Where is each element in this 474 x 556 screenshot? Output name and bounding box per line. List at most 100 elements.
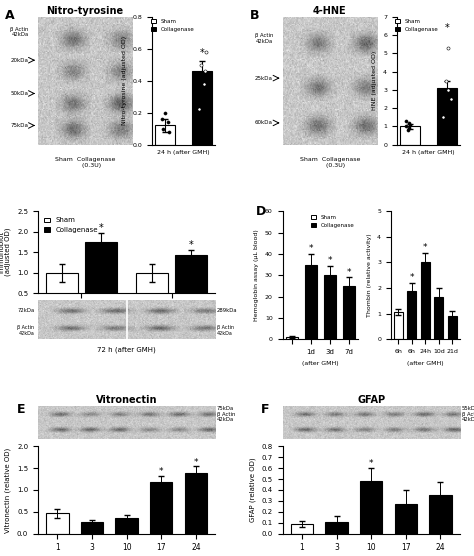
Bar <box>81 522 103 534</box>
Bar <box>115 518 138 534</box>
Text: *: * <box>200 48 204 58</box>
Point <box>444 43 452 52</box>
Bar <box>448 316 456 339</box>
Bar <box>150 482 173 534</box>
Y-axis label: Immunoblot
(adjusted OD): Immunoblot (adjusted OD) <box>0 228 11 276</box>
Text: B: B <box>249 9 259 22</box>
Bar <box>400 126 420 145</box>
Bar <box>305 265 317 339</box>
Legend: Sham, Collagenase: Sham, Collagenase <box>41 215 101 236</box>
Bar <box>136 272 168 314</box>
Bar <box>394 504 417 534</box>
Text: (after GMH): (after GMH) <box>407 361 444 366</box>
Text: (after GMH): (after GMH) <box>302 361 339 366</box>
Bar <box>435 297 443 339</box>
Legend: Sham, Collagenase: Sham, Collagenase <box>149 17 196 34</box>
Bar <box>437 88 457 145</box>
Title: Nitro-tyrosine: Nitro-tyrosine <box>46 6 124 16</box>
Text: β Actin
42kDa: β Actin 42kDa <box>255 33 273 44</box>
Text: *: * <box>159 467 164 476</box>
X-axis label: 24 h (after GMH): 24 h (after GMH) <box>157 150 210 155</box>
X-axis label: 24 h (after GMH): 24 h (after GMH) <box>402 150 455 155</box>
Text: D: D <box>256 205 266 218</box>
Title: GFAP: GFAP <box>357 395 385 405</box>
Point <box>195 105 203 114</box>
Y-axis label: HNE (adjusted OD): HNE (adjusted OD) <box>373 51 377 110</box>
Point <box>445 86 452 95</box>
Bar <box>46 513 69 534</box>
Point <box>439 113 447 122</box>
Bar <box>324 275 336 339</box>
Text: 60kDa: 60kDa <box>255 121 273 126</box>
Bar <box>155 126 175 145</box>
Bar <box>343 286 355 339</box>
Text: 25kDa: 25kDa <box>255 76 273 81</box>
Bar <box>291 524 313 534</box>
Text: Sham  Collagenase
      (0.3U): Sham Collagenase (0.3U) <box>55 157 115 168</box>
Text: 75kDa: 75kDa <box>10 123 28 128</box>
Point <box>402 116 410 125</box>
Y-axis label: Thombin (relative activity): Thombin (relative activity) <box>366 234 372 317</box>
Text: *: * <box>99 224 103 234</box>
Point <box>447 95 455 103</box>
Bar <box>286 337 298 339</box>
Text: Sham  Collagenase
      (0.3U): Sham Collagenase (0.3U) <box>300 157 360 168</box>
Y-axis label: Vitronectin (relative OD): Vitronectin (relative OD) <box>5 448 11 533</box>
Text: F: F <box>261 403 270 416</box>
Text: *: * <box>346 268 351 277</box>
Text: *: * <box>189 240 193 250</box>
Text: 72 h (after GMH): 72 h (after GMH) <box>97 346 156 353</box>
Point <box>164 118 172 127</box>
Bar <box>421 262 430 339</box>
Bar <box>85 242 117 314</box>
Point <box>404 126 411 135</box>
Bar <box>192 71 212 145</box>
Bar <box>46 272 78 314</box>
Point <box>200 80 208 88</box>
Text: A: A <box>5 9 15 22</box>
Point <box>162 108 169 117</box>
Point <box>406 120 414 129</box>
Point <box>406 124 413 133</box>
Bar <box>408 291 416 339</box>
Text: E: E <box>17 403 25 416</box>
Text: 55kDa
β Actin
42kDa: 55kDa β Actin 42kDa <box>462 406 474 423</box>
Bar <box>184 473 207 534</box>
Bar <box>394 312 403 339</box>
Text: *: * <box>369 459 374 468</box>
Text: 72kDa: 72kDa <box>17 307 35 312</box>
Y-axis label: GFAP (relative OD): GFAP (relative OD) <box>249 458 256 522</box>
Point <box>198 60 205 69</box>
Text: β Actin
42kDa: β Actin 42kDa <box>217 325 234 336</box>
Point <box>405 118 413 127</box>
Text: *: * <box>309 244 313 254</box>
Point <box>202 47 210 56</box>
Point <box>201 67 209 76</box>
Text: β Actin
42kDa: β Actin 42kDa <box>18 325 35 336</box>
Title: Vitronectin: Vitronectin <box>96 395 157 405</box>
Legend: Sham, Collagenase: Sham, Collagenase <box>310 214 356 229</box>
Bar <box>429 495 452 534</box>
Y-axis label: Hemoglobin assay (µL blood): Hemoglobin assay (µL blood) <box>255 229 259 321</box>
Point <box>402 122 410 131</box>
Text: *: * <box>423 242 428 252</box>
Point <box>165 127 173 136</box>
Point <box>158 115 166 123</box>
Text: 50kDa: 50kDa <box>10 91 28 96</box>
Bar <box>360 481 383 534</box>
Text: 75kDa
β Actin
42kDa: 75kDa β Actin 42kDa <box>217 406 235 423</box>
Bar <box>325 522 348 534</box>
Text: *: * <box>410 274 414 282</box>
Text: β Actin
42kDa: β Actin 42kDa <box>10 27 28 37</box>
Bar <box>175 255 207 314</box>
Y-axis label: Nitro-tyrosine (adjusted OD): Nitro-tyrosine (adjusted OD) <box>122 36 127 125</box>
Text: *: * <box>445 23 449 33</box>
Point <box>159 124 166 133</box>
Title: 4-HNE: 4-HNE <box>313 6 346 16</box>
Text: *: * <box>193 458 198 466</box>
Text: 289kDa: 289kDa <box>217 307 237 312</box>
Text: *: * <box>328 256 332 265</box>
Legend: Sham, Collagenase: Sham, Collagenase <box>393 17 441 34</box>
Text: 20kDa: 20kDa <box>10 58 28 63</box>
Point <box>443 76 450 85</box>
